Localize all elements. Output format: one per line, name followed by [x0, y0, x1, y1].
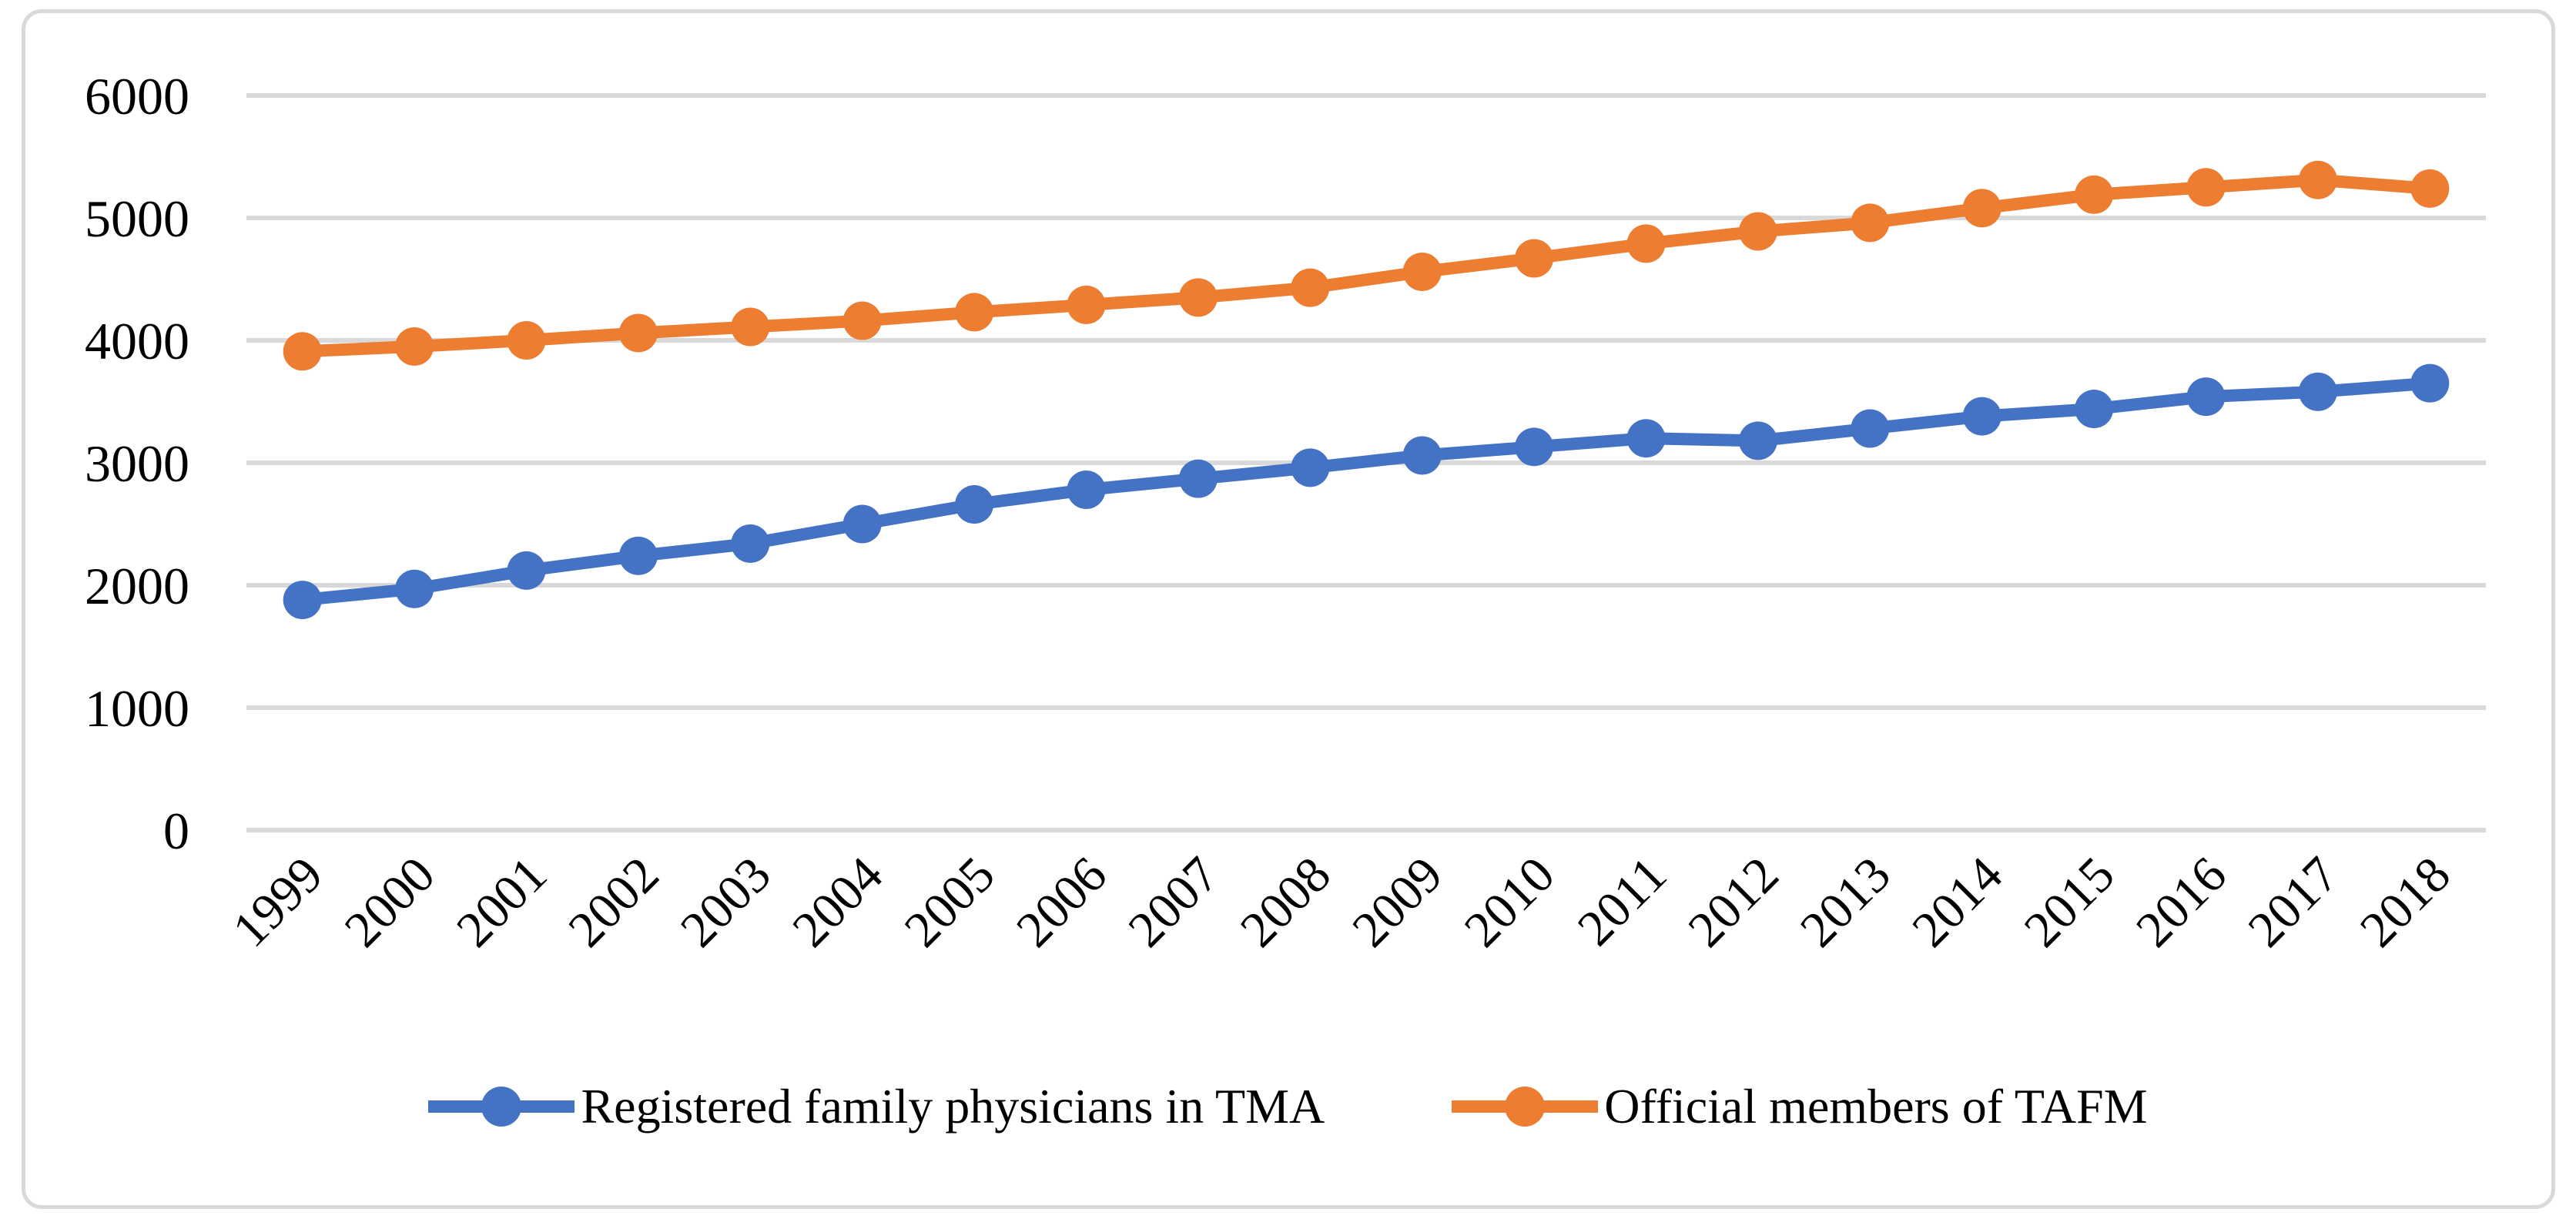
- data-point: [1291, 268, 1330, 307]
- legend-dot-icon: [481, 1087, 522, 1127]
- legend-dot-icon: [1505, 1087, 1546, 1127]
- figure-border: [22, 9, 2555, 1209]
- y-axis-tick-label: 5000: [85, 189, 189, 248]
- x-axis-tick-label: 2009: [1342, 846, 1453, 958]
- x-axis-tick-label: 2011: [1567, 846, 1677, 956]
- data-point: [618, 536, 658, 575]
- legend-item-tafm: Official members of TAFM: [1452, 1079, 2148, 1134]
- data-point: [2298, 372, 2337, 411]
- data-point: [1402, 436, 1442, 475]
- x-axis-tick-label: 2008: [1230, 846, 1342, 958]
- x-axis-tick-label: 2017: [2238, 846, 2350, 958]
- legend-marker-tafm: [1452, 1087, 1599, 1127]
- data-point: [1067, 470, 1106, 509]
- data-point: [1626, 419, 1666, 458]
- x-axis-tick-label: 2001: [446, 846, 558, 958]
- data-point: [1402, 252, 1442, 291]
- data-point: [2186, 377, 2226, 417]
- legend-label-tma: Registered family physicians in TMA: [581, 1079, 1325, 1134]
- data-point: [618, 313, 658, 353]
- y-axis-tick-label: 6000: [85, 67, 189, 126]
- data-point: [955, 293, 994, 332]
- x-axis-tick-label: 2016: [2125, 846, 2237, 958]
- data-point: [507, 551, 546, 590]
- data-point: [1515, 427, 1554, 467]
- data-point: [283, 332, 322, 371]
- y-axis-tick-label: 4000: [85, 312, 189, 370]
- data-point: [731, 307, 770, 347]
- data-point: [1178, 459, 1218, 498]
- data-point: [1962, 189, 2002, 228]
- data-point: [283, 581, 322, 620]
- x-axis-labels: 1999 2000 2001 2002 2003 2004 2005 2006 2007 2008…: [222, 846, 2461, 958]
- data-point: [1178, 278, 1218, 317]
- data-point: [2186, 168, 2226, 207]
- data-point: [1515, 239, 1554, 278]
- data-point: [2075, 390, 2114, 429]
- x-axis-tick-label: 2010: [1454, 846, 1566, 958]
- x-axis-tick-label: 2012: [1678, 846, 1790, 958]
- data-point: [1067, 285, 1106, 324]
- data-point: [2075, 175, 2114, 214]
- data-point: [842, 301, 882, 340]
- x-axis-tick-label: 2007: [1118, 846, 1230, 958]
- data-point: [1291, 448, 1330, 487]
- legend-item-tma: Registered family physicians in TMA: [428, 1082, 1325, 1131]
- y-axis-labels: 0 1000 2000 3000 4000 5000 6000: [85, 67, 189, 860]
- data-point: [2410, 363, 2450, 403]
- x-axis-tick-label: 2015: [2014, 846, 2125, 958]
- data-point: [1962, 397, 2002, 436]
- x-axis-tick-label: 2006: [1006, 846, 1117, 958]
- x-axis-tick-label: 2014: [1901, 846, 2013, 958]
- y-axis-tick-label: 0: [163, 802, 189, 860]
- y-axis-tick-label: 3000: [85, 434, 189, 493]
- data-point: [955, 485, 994, 524]
- data-point: [1738, 421, 1777, 460]
- legend-marker-tma: [428, 1087, 575, 1127]
- x-axis-tick-label: 2003: [670, 846, 782, 958]
- chart-legend: Registered family physicians in TMA Offi…: [0, 1064, 2576, 1149]
- data-point: [2410, 169, 2450, 208]
- x-axis-tick-label: 2002: [558, 846, 670, 958]
- x-axis-tick-label: 2018: [2350, 846, 2461, 958]
- series-1: [283, 160, 2450, 371]
- data-point: [731, 524, 770, 563]
- y-axis-tick-label: 1000: [85, 679, 189, 738]
- x-axis-tick-label: 2000: [334, 846, 446, 958]
- data-point: [1738, 212, 1777, 251]
- data-point: [2298, 160, 2337, 199]
- data-point: [842, 504, 882, 544]
- series-group: [283, 160, 2450, 620]
- data-point: [1851, 203, 1890, 243]
- x-axis-tick-label: 1999: [222, 846, 333, 958]
- legend-label-tafm: Official members of TAFM: [1604, 1079, 2148, 1134]
- data-point: [395, 569, 434, 608]
- x-axis-tick-label: 2005: [894, 846, 1006, 958]
- data-point: [507, 321, 546, 360]
- data-point: [1626, 224, 1666, 263]
- x-axis-tick-label: 2004: [782, 846, 893, 958]
- data-point: [395, 327, 434, 366]
- y-axis-tick-label: 2000: [85, 557, 189, 615]
- x-axis-tick-label: 2013: [1790, 846, 1901, 958]
- data-point: [1851, 409, 1890, 448]
- series-0: [283, 363, 2450, 620]
